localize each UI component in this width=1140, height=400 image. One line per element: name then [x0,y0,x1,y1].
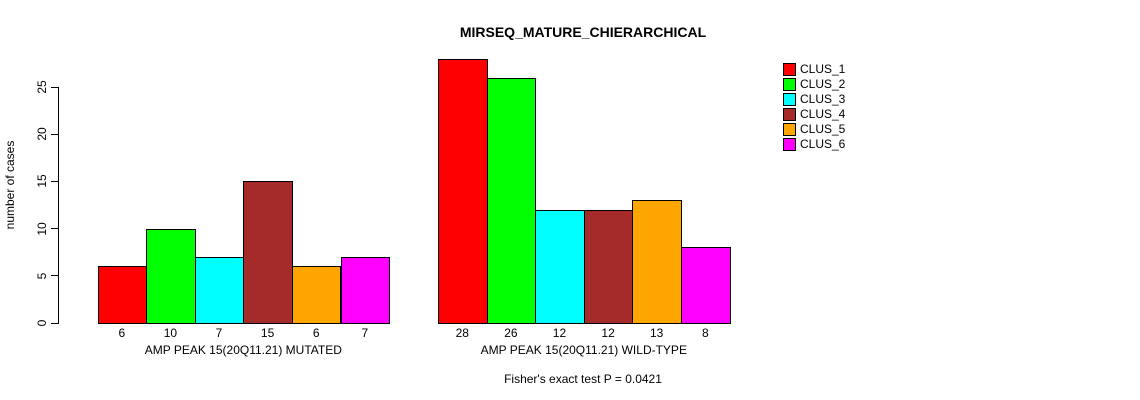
y-axis-tick-label: 5 [35,272,49,280]
bar-value-label: 10 [163,326,178,340]
chart-title: MIRSEQ_MATURE_CHIERARCHICAL [459,24,707,40]
bar-value-label: 12 [601,326,615,340]
legend-label-CLUS_3: CLUS_3 [800,92,846,106]
legend-swatch-CLUS_1 [783,63,796,76]
bar-value-label: 6 [312,326,320,340]
y-axis-tick-label: 10 [35,221,49,236]
bar-value-label: 28 [455,326,469,340]
bar-CLUS_3 [194,256,245,324]
bar-CLUS_3 [535,209,585,324]
bar-value-label: 13 [650,326,664,340]
y-axis-tick [51,86,58,88]
y-axis-tick [51,228,58,230]
fisher-test-annotation: Fisher's exact test P = 0.0421 [504,372,662,386]
legend-label-CLUS_6: CLUS_6 [800,137,846,151]
y-axis-tick [51,133,58,135]
legend-swatch-CLUS_2 [783,78,796,91]
y-axis-line [58,87,59,324]
bar-value-label: 26 [504,326,518,340]
legend-label-CLUS_5: CLUS_5 [800,122,846,136]
y-axis-tick-label: 25 [35,80,49,94]
category-label: AMP PEAK 15(20Q11.21) MUTATED [144,343,342,357]
legend-swatch-CLUS_6 [783,138,796,151]
bar-CLUS_4 [583,209,634,324]
legend-swatch-CLUS_4 [783,108,796,121]
bar-value-label: 7 [215,326,223,340]
legend-swatch-CLUS_3 [783,93,796,106]
bar-value-label: 7 [361,326,369,340]
legend-label-CLUS_1: CLUS_1 [800,62,846,76]
bar-value-label: 12 [552,326,567,340]
y-axis-label: number of cases [3,140,17,230]
bar-CLUS_1 [97,266,148,324]
bar-value-label: 6 [118,326,126,340]
bar-value-label: 8 [701,326,709,340]
y-axis-tick [51,322,58,324]
y-axis-tick [51,275,58,277]
bar-CLUS_2 [486,77,537,324]
legend-label-CLUS_2: CLUS_2 [800,77,846,91]
y-axis-tick-label: 20 [35,127,49,141]
legend-label-CLUS_4: CLUS_4 [800,107,846,121]
bar-CLUS_6 [681,247,731,324]
category-label: AMP PEAK 15(20Q11.21) WILD-TYPE [480,343,687,357]
bar-CLUS_5 [291,266,342,324]
y-axis-tick [51,180,58,182]
bar-value-label: 15 [260,326,275,340]
y-axis-tick-label: 0 [35,319,49,327]
bar-CLUS_6 [340,256,391,324]
legend-swatch-CLUS_5 [783,123,796,136]
bar-CLUS_4 [243,181,293,324]
bar-CLUS_5 [632,200,682,324]
y-axis-tick-label: 15 [35,174,49,189]
bar-CLUS_2 [146,228,196,324]
bar-CLUS_1 [438,58,488,324]
